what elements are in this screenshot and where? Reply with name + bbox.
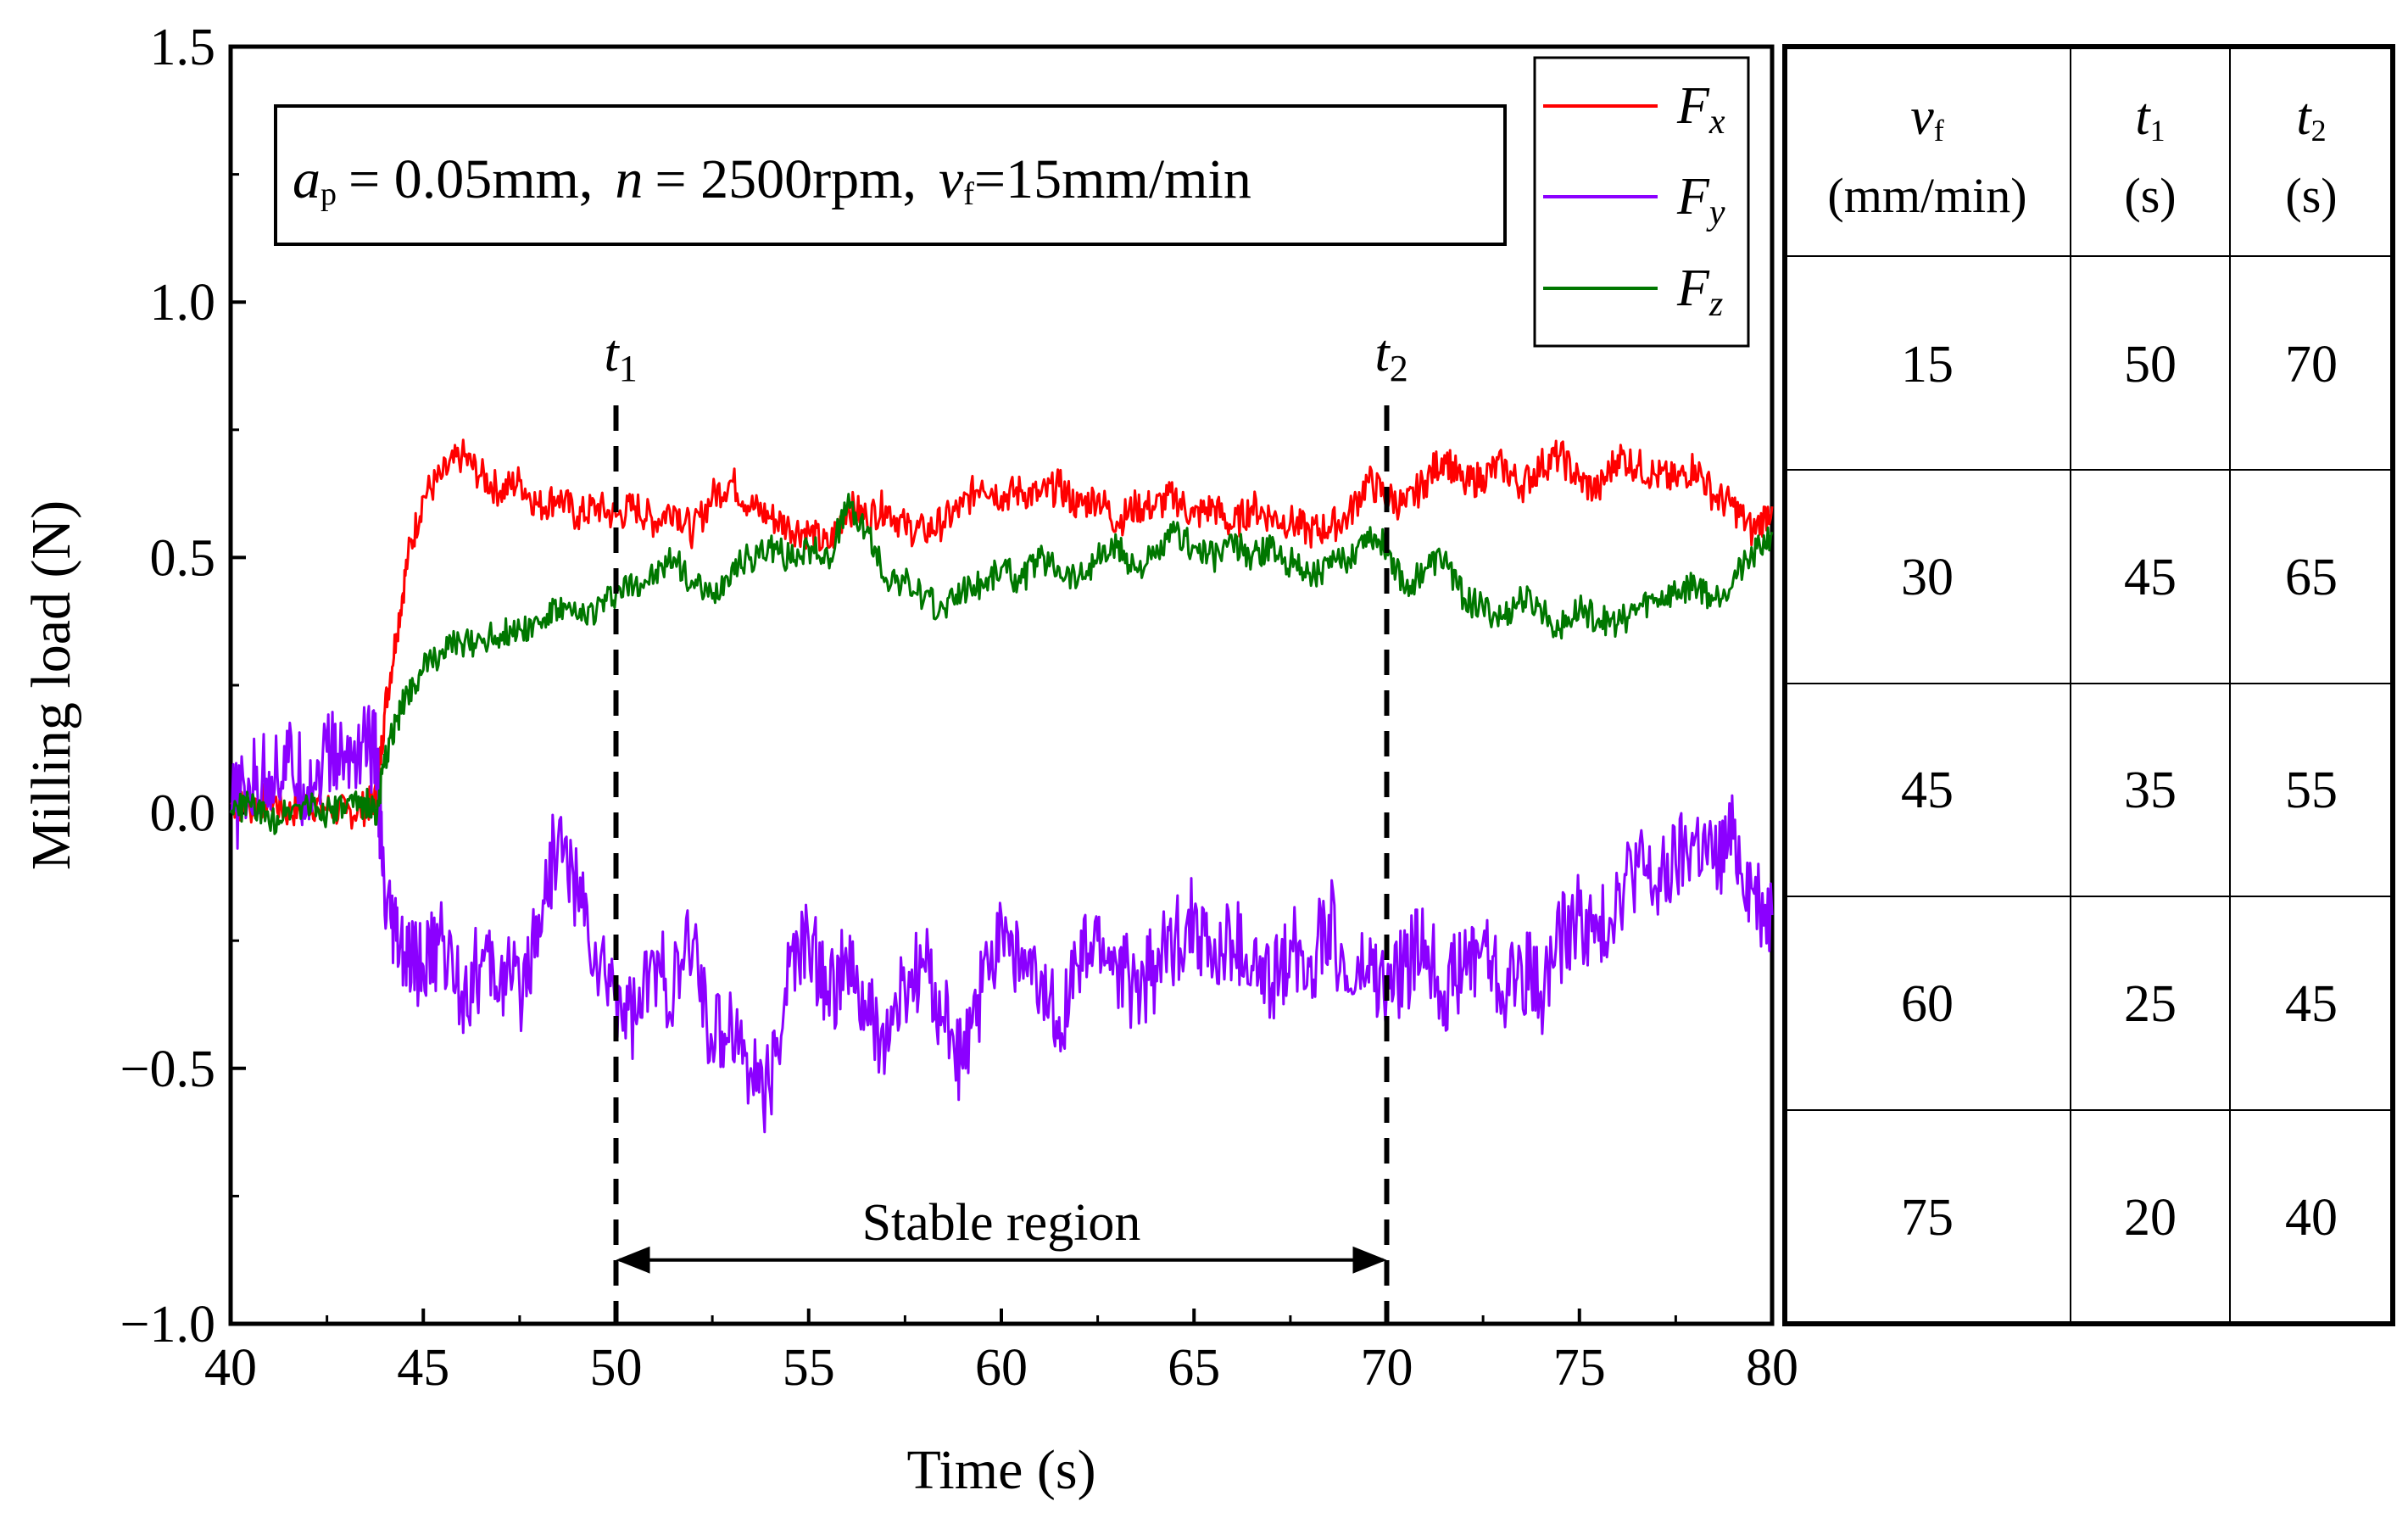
table-cell: 60 [1901, 975, 1954, 1033]
x-tick-label: 50 [590, 1339, 643, 1397]
table-cell: 45 [2285, 975, 2338, 1033]
table-cell: 65 [2285, 549, 2338, 606]
table-cell: 50 [2124, 336, 2177, 393]
cond-vf-value: =15mm/min [974, 148, 1251, 210]
cond-ap-var: a [293, 148, 321, 210]
cond-n-value: = 2500rpm, [655, 148, 917, 210]
table-cell: 45 [1901, 762, 1954, 819]
table-header-t2-unit: (s) [2285, 168, 2337, 223]
table-header-t1: t1 [2135, 88, 2165, 148]
table-cell: 30 [1901, 549, 1954, 606]
svg-text:ap= 0.05mm,n= 2500rpm,vf=15mm/: ap = 0.05mm, n = 2500rpm, vf=15mm/min [293, 148, 1251, 212]
series-line-fz [229, 493, 1774, 835]
y-tick-label: −1.0 [120, 1296, 215, 1353]
table-cell: 45 [2124, 549, 2177, 606]
table-header-vf: vf [1910, 88, 1944, 148]
x-axis-title: Time (s) [906, 1439, 1095, 1501]
x-tick-label: 65 [1168, 1339, 1220, 1397]
x-tick-label: 55 [783, 1339, 835, 1397]
x-tick-label: 70 [1361, 1339, 1413, 1397]
legend-label-fx: Fx [1676, 77, 1725, 142]
table-header-t1-unit: (s) [2124, 168, 2176, 223]
cond-ap-sub: p [321, 176, 337, 212]
cond-vf-var: v [939, 148, 964, 210]
stable-region-label: Stable region [862, 1194, 1141, 1252]
y-tick-label: 0.5 [150, 529, 216, 587]
table-cell: 25 [2124, 975, 2177, 1033]
table-cell: 15 [1901, 336, 1954, 393]
table-header-t2: t2 [2296, 88, 2326, 148]
series-line-fy [229, 705, 1774, 1134]
y-axis-title: Milling load (N) [20, 500, 82, 870]
table-cell: 35 [2124, 762, 2177, 819]
table-cell: 20 [2124, 1189, 2177, 1247]
series-line-fx [230, 438, 1774, 830]
t2-label: t2 [1375, 325, 1408, 389]
table-cell: 40 [2285, 1189, 2338, 1247]
y-axis-ticks: −1.0 −0.5 0.0 0.5 1.0 1.5 [120, 19, 246, 1353]
y-tick-label: −0.5 [120, 1041, 215, 1098]
table-cell: 75 [1901, 1189, 1954, 1247]
x-tick-label: 75 [1553, 1339, 1606, 1397]
x-tick-label: 80 [1746, 1339, 1798, 1397]
parameter-table: vf (mm/min) t1 (s) t2 (s) 15 50 70 30 45… [1782, 44, 2395, 1326]
x-tick-label: 60 [975, 1339, 1028, 1397]
y-tick-label: 1.5 [150, 19, 216, 76]
t1-label: t1 [605, 325, 638, 389]
cond-vf-sub: f [963, 176, 974, 212]
y-tick-label: 0.0 [150, 785, 216, 843]
cond-n-var: n [615, 148, 643, 210]
legend-label-fy: Fy [1676, 168, 1725, 232]
cond-ap-value: = 0.05mm, [348, 148, 593, 210]
legend: Fx Fy Fz [1533, 56, 1750, 348]
y-tick-label: 1.0 [150, 274, 216, 332]
table-cell: 55 [2285, 762, 2338, 819]
table-header-vf-unit: (mm/min) [1827, 168, 2026, 223]
series-layer [229, 438, 1774, 1134]
table-cell: 70 [2285, 336, 2338, 393]
x-axis-ticks: 40 45 50 55 60 65 70 75 80 [204, 1309, 1798, 1397]
x-tick-label: 45 [397, 1339, 449, 1397]
x-tick-label: 40 [204, 1339, 257, 1397]
legend-label-fz: Fz [1676, 260, 1723, 324]
conditions-box: ap = 0.05mm, n = 2500rpm, vf=15mm/min [274, 104, 1507, 246]
